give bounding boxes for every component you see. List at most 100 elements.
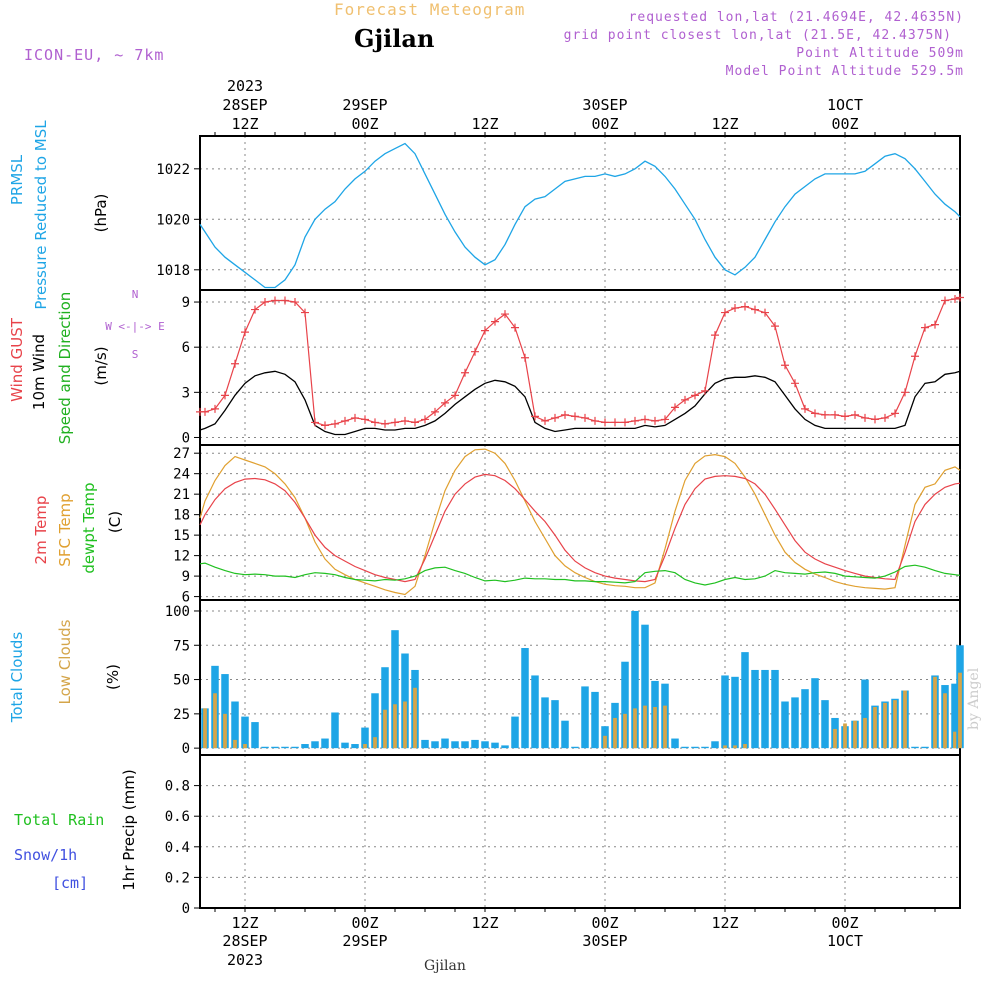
low-cloud-bar (223, 713, 227, 749)
compass-s: S (132, 348, 139, 361)
top-date-label-3: 30SEP (582, 96, 627, 114)
gust-marker (551, 413, 559, 422)
low-cloud-bar (958, 672, 962, 749)
total-cloud-bar (641, 624, 649, 749)
total-cloud-bar (371, 693, 379, 749)
total-cloud-bar (811, 678, 819, 749)
model-altitude: Model Point Altitude 529.5m (725, 64, 964, 79)
low-cloud-bar (893, 700, 897, 749)
total-cloud-bar (801, 689, 809, 749)
top-date-label-5: 1OCT (827, 96, 863, 114)
total-cloud-bar (261, 746, 269, 749)
bottom-time-label-4: 12Z (711, 914, 738, 932)
total-cloud-bar (271, 746, 279, 749)
y-tick-label-4-2: 0.4 (165, 840, 190, 856)
low-cloud-bar (393, 704, 397, 749)
gust-marker (781, 361, 789, 370)
gust-marker (261, 298, 269, 307)
gust-marker (581, 413, 589, 422)
gust-marker (441, 398, 449, 407)
gust-marker (521, 353, 529, 362)
gust-marker (661, 415, 669, 424)
gust-marker (641, 415, 649, 424)
gust-marker (461, 368, 469, 377)
top-time-label-0: 12Z (231, 115, 258, 133)
y-tick-label-2-1: 9 (182, 569, 190, 585)
low-cloud-bar (403, 701, 407, 749)
gust-marker (621, 418, 629, 427)
model-label: ICON-EU, ~ 7km (24, 46, 165, 64)
label-pressure-msl: Pressure Reduced to MSL (32, 120, 50, 310)
total-cloud-bar (911, 746, 919, 749)
label-ms: (m/s) (92, 346, 110, 385)
y-tick-label-0-2: 1022 (156, 162, 190, 178)
total-cloud-bar (711, 741, 719, 749)
total-cloud-bar (921, 746, 929, 749)
y-tick-label-3-4: 100 (165, 604, 190, 620)
total-cloud-bar (671, 738, 679, 749)
label-sfc-temp: SFC Temp (56, 493, 74, 566)
total-cloud-bar (311, 741, 319, 749)
gust-marker (331, 419, 339, 428)
y-tick-label-4-0: 0 (182, 901, 190, 917)
low-cloud-bar (733, 745, 737, 749)
total-cloud-bar (691, 746, 699, 749)
low-cloud-bar (943, 693, 947, 749)
gust-marker (601, 418, 609, 427)
low-cloud-bar (373, 737, 377, 749)
pressure-line (199, 142, 961, 289)
y-tick-label-3-1: 25 (173, 707, 190, 723)
gust-marker (341, 416, 349, 425)
total-cloud-bar (481, 741, 489, 749)
label-speed-direction: Speed and Direction (56, 292, 74, 445)
y-tick-label-1-2: 6 (182, 340, 190, 356)
y-tick-label-4-1: 0.2 (165, 870, 190, 886)
top-time-label-4: 12Z (711, 115, 738, 133)
label-hpa: (hPa) (92, 194, 110, 233)
label-dewpt-temp: dewpt Temp (80, 482, 98, 573)
gust-marker (561, 410, 569, 419)
top-time-label-3: 00Z (591, 115, 618, 133)
label-percent: (%) (104, 664, 122, 690)
low-cloud-bar (853, 720, 857, 749)
low-cloud-bar (663, 705, 667, 749)
total-cloud-bar (391, 630, 399, 749)
total-cloud-bar (791, 697, 799, 749)
gust-marker (411, 418, 419, 427)
gust-marker (381, 419, 389, 428)
gust-marker (431, 407, 439, 416)
y-tick-label-3-2: 50 (173, 673, 190, 689)
gust-marker (351, 413, 359, 422)
bottom-date-label-1: 29SEP (342, 932, 387, 950)
low-cloud-bar (203, 708, 207, 749)
total-cloud-bar (221, 674, 229, 749)
top-year-label: 2023 (227, 77, 263, 95)
low-cloud-bar (843, 723, 847, 749)
total-cloud-bar (441, 738, 449, 749)
total-cloud-bar (361, 727, 369, 749)
low-cloud-bar (613, 717, 617, 749)
gust-marker (691, 391, 699, 400)
top-date-label-1: 29SEP (342, 96, 387, 114)
gust-marker (281, 296, 289, 305)
sfc-temp-line (199, 448, 961, 596)
gust-marker (951, 295, 959, 304)
total-cloud-bar (751, 669, 759, 749)
gust-marker (711, 331, 719, 340)
total-cloud-bar (301, 744, 309, 749)
gust-marker (391, 418, 399, 427)
gust-marker (751, 305, 759, 314)
gust-marker (421, 415, 429, 424)
top-time-label-2: 12Z (471, 115, 498, 133)
total-cloud-bar (501, 745, 509, 749)
gust-marker (541, 416, 549, 425)
total-cloud-bar (351, 744, 359, 749)
bottom-time-label-2: 12Z (471, 914, 498, 932)
y-tick-label-2-5: 21 (173, 487, 190, 503)
total-cloud-bar (761, 669, 769, 749)
total-cloud-bar (731, 676, 739, 749)
total-cloud-bar (551, 700, 559, 749)
low-cloud-bar (413, 687, 417, 749)
low-cloud-bar (653, 706, 657, 749)
y-tick-label-1-0: 0 (182, 430, 190, 446)
